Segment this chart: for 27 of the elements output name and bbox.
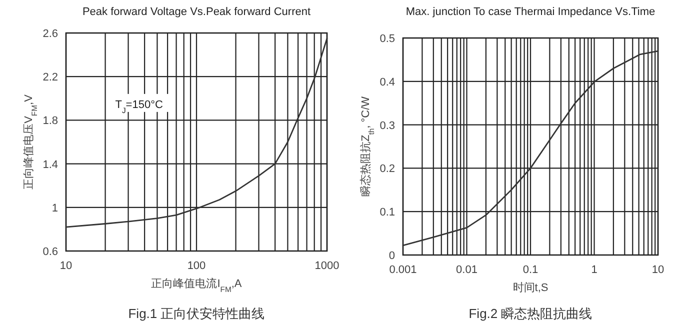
x-tick-label: 1	[591, 264, 598, 276]
y-tick-label: 0.6	[42, 246, 58, 258]
caption: Fig.1 正向伏安特性曲线	[128, 306, 265, 321]
y-tick-label: 0	[388, 250, 395, 262]
y-tick-label: 0.3	[380, 120, 395, 132]
x-tick-label: 10	[652, 264, 664, 276]
y-tick-label: 0.2	[380, 163, 395, 176]
y-tick-label: 0.5	[380, 33, 395, 45]
y-tick-label: 0.4	[380, 76, 395, 88]
x-tick-label: 100	[187, 260, 206, 272]
x-tick-label: 1000	[314, 260, 340, 272]
x-tick-label: 0.001	[389, 264, 417, 276]
x-axis-title: 时间t,S	[512, 281, 548, 294]
x-tick-label: 10	[60, 260, 72, 272]
y-tick-label: 1.8	[42, 115, 58, 128]
y-tick-label: 1.4	[42, 158, 58, 171]
chart-title: Max. junction To case Thermai Impedance Vs.Time	[406, 6, 656, 18]
y-tick-label: 0.1	[380, 206, 395, 219]
annotation: T$_{J}$=150°C	[115, 98, 163, 114]
y-tick-label: 2.2	[42, 72, 58, 84]
chart-title: Peak forward Voltage Vs.Peak forward Current	[82, 6, 311, 18]
y-tick-label: 1	[52, 202, 58, 214]
y-tick-label: 2.6	[42, 28, 58, 40]
x-tick-label: 0.1	[522, 264, 538, 276]
caption: Fig.2 瞬态热阻抗曲线	[468, 306, 592, 321]
x-tick-label: 0.01	[456, 264, 478, 276]
x-axis-title: 正向峰值电流I$_{FM}$,A	[151, 277, 242, 294]
